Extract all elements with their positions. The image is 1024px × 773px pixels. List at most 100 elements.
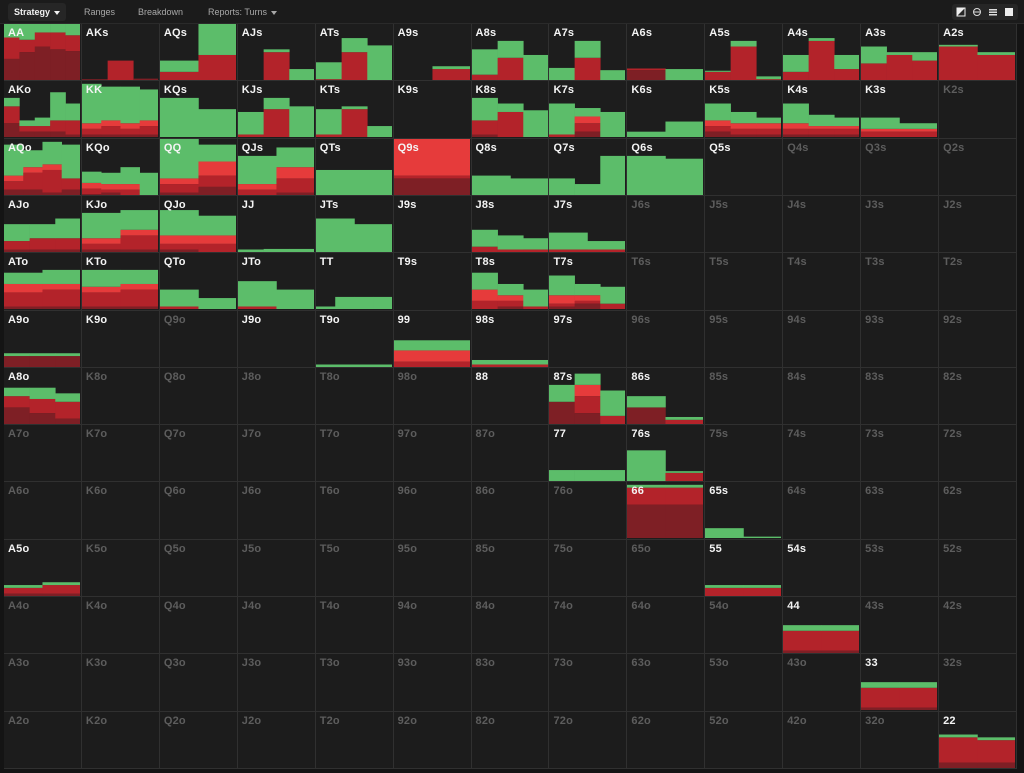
hand-cell-73s[interactable]: 73s xyxy=(861,425,940,483)
hand-cell-85o[interactable]: 85o xyxy=(471,539,550,598)
hand-cell-T6s[interactable]: T6s xyxy=(627,253,706,311)
hand-cell-J7o[interactable]: J7o xyxy=(237,425,316,483)
hand-cell-K3s[interactable]: K3s xyxy=(861,81,940,139)
hand-cell-63o[interactable]: 63o xyxy=(627,654,706,712)
hand-cell-53s[interactable]: 53s xyxy=(861,539,940,598)
hand-cell-J3o[interactable]: J3o xyxy=(237,654,316,712)
hand-cell-KQs[interactable]: KQs xyxy=(159,81,238,139)
hand-cell-93s[interactable]: 93s xyxy=(861,310,940,368)
hand-cell-J6o[interactable]: J6o xyxy=(237,482,316,540)
hand-cell-72s[interactable]: 72s xyxy=(939,425,1017,483)
hand-cell-K9o[interactable]: K9o xyxy=(81,310,160,368)
hand-cell-T7s[interactable]: T7s xyxy=(549,253,628,311)
hand-cell-KJs[interactable]: KJs xyxy=(237,81,316,139)
hand-cell-75s[interactable]: 75s xyxy=(705,425,784,483)
hand-cell-87s[interactable]: 87s xyxy=(549,367,628,426)
hand-cell-54s[interactable]: 54s xyxy=(783,539,862,598)
hand-cell-K7o[interactable]: K7o xyxy=(81,425,160,483)
list-view-icon[interactable] xyxy=(986,5,1000,19)
hand-cell-T5o[interactable]: T5o xyxy=(315,539,394,598)
hand-cell-JTo[interactable]: JTo xyxy=(237,253,316,311)
hand-cell-Q8s[interactable]: Q8s xyxy=(471,138,550,196)
hand-cell-Q5s[interactable]: Q5s xyxy=(705,138,784,196)
tab-strategy[interactable]: Strategy xyxy=(8,3,67,21)
tab-reports[interactable]: Reports: Turns xyxy=(208,0,278,24)
hand-cell-52s[interactable]: 52s xyxy=(939,539,1017,598)
tab-breakdown[interactable]: Breakdown xyxy=(138,0,183,24)
hand-cell-ATo[interactable]: ATo xyxy=(4,253,82,311)
hand-cell-97s[interactable]: 97s xyxy=(549,310,628,368)
hand-cell-92o[interactable]: 92o xyxy=(393,711,472,769)
hand-cell-94o[interactable]: 94o xyxy=(393,597,472,655)
hand-cell-A5o[interactable]: A5o xyxy=(4,539,82,598)
hand-cell-76s[interactable]: 76s xyxy=(627,425,706,483)
hand-cell-K9s[interactable]: K9s xyxy=(393,81,472,139)
hand-cell-77[interactable]: 77 xyxy=(549,425,628,483)
hand-cell-55[interactable]: 55 xyxy=(705,539,784,598)
hand-cell-98s[interactable]: 98s xyxy=(471,310,550,368)
hand-cell-Q2s[interactable]: Q2s xyxy=(939,138,1017,196)
hand-cell-53o[interactable]: 53o xyxy=(705,654,784,712)
hand-cell-84s[interactable]: 84s xyxy=(783,367,862,426)
hand-cell-TT[interactable]: TT xyxy=(315,253,394,311)
hand-cell-Q9o[interactable]: Q9o xyxy=(159,310,238,368)
hand-cell-A3s[interactable]: A3s xyxy=(861,24,940,82)
hand-cell-A6o[interactable]: A6o xyxy=(4,482,82,540)
hand-cell-J8o[interactable]: J8o xyxy=(237,367,316,426)
hand-cell-A9o[interactable]: A9o xyxy=(4,310,82,368)
hand-cell-Q6o[interactable]: Q6o xyxy=(159,482,238,540)
hand-cell-63s[interactable]: 63s xyxy=(861,482,940,540)
hand-cell-J9s[interactable]: J9s xyxy=(393,195,472,254)
hand-cell-Q7o[interactable]: Q7o xyxy=(159,425,238,483)
hand-cell-J5o[interactable]: J5o xyxy=(237,539,316,598)
hand-cell-42o[interactable]: 42o xyxy=(783,711,862,769)
hand-cell-J7s[interactable]: J7s xyxy=(549,195,628,254)
hand-cell-K4s[interactable]: K4s xyxy=(783,81,862,139)
hand-cell-95s[interactable]: 95s xyxy=(705,310,784,368)
hand-cell-K3o[interactable]: K3o xyxy=(81,654,160,712)
hand-cell-AKs[interactable]: AKs xyxy=(81,24,160,82)
hand-cell-QTs[interactable]: QTs xyxy=(315,138,394,196)
hand-cell-A7o[interactable]: A7o xyxy=(4,425,82,483)
hand-cell-QTo[interactable]: QTo xyxy=(159,253,238,311)
hand-cell-66[interactable]: 66 xyxy=(627,482,706,540)
hand-cell-QJo[interactable]: QJo xyxy=(159,195,238,254)
hand-cell-T8o[interactable]: T8o xyxy=(315,367,394,426)
hand-cell-88[interactable]: 88 xyxy=(471,367,550,426)
hand-cell-Q3s[interactable]: Q3s xyxy=(861,138,940,196)
hand-cell-T3o[interactable]: T3o xyxy=(315,654,394,712)
hand-cell-J9o[interactable]: J9o xyxy=(237,310,316,368)
square-view-icon[interactable] xyxy=(1002,5,1016,19)
tab-ranges[interactable]: Ranges xyxy=(84,0,115,24)
hand-cell-99[interactable]: 99 xyxy=(393,310,472,368)
hand-cell-KK[interactable]: KK xyxy=(81,81,160,139)
hand-cell-96o[interactable]: 96o xyxy=(393,482,472,540)
hand-cell-K5s[interactable]: K5s xyxy=(705,81,784,139)
hand-cell-JJ[interactable]: JJ xyxy=(237,195,316,254)
hand-cell-86s[interactable]: 86s xyxy=(627,367,706,426)
hand-cell-K2s[interactable]: K2s xyxy=(939,81,1017,139)
hand-cell-J2s[interactable]: J2s xyxy=(939,195,1017,254)
hand-cell-33[interactable]: 33 xyxy=(861,654,940,712)
hand-cell-52o[interactable]: 52o xyxy=(705,711,784,769)
hand-cell-A8s[interactable]: A8s xyxy=(471,24,550,82)
hand-cell-94s[interactable]: 94s xyxy=(783,310,862,368)
hand-cell-K8o[interactable]: K8o xyxy=(81,367,160,426)
hand-cell-T3s[interactable]: T3s xyxy=(861,253,940,311)
hand-cell-65o[interactable]: 65o xyxy=(627,539,706,598)
hand-cell-Q9s[interactable]: Q9s xyxy=(393,138,472,196)
hand-cell-J6s[interactable]: J6s xyxy=(627,195,706,254)
hand-cell-JTs[interactable]: JTs xyxy=(315,195,394,254)
hand-cell-T6o[interactable]: T6o xyxy=(315,482,394,540)
hand-cell-64s[interactable]: 64s xyxy=(783,482,862,540)
hand-cell-AJo[interactable]: AJo xyxy=(4,195,82,254)
hand-cell-87o[interactable]: 87o xyxy=(471,425,550,483)
hand-cell-J4o[interactable]: J4o xyxy=(237,597,316,655)
hand-cell-KJo[interactable]: KJo xyxy=(81,195,160,254)
hand-cell-96s[interactable]: 96s xyxy=(627,310,706,368)
hand-cell-KTs[interactable]: KTs xyxy=(315,81,394,139)
hand-cell-54o[interactable]: 54o xyxy=(705,597,784,655)
hand-cell-82s[interactable]: 82s xyxy=(939,367,1017,426)
hand-cell-42s[interactable]: 42s xyxy=(939,597,1017,655)
hand-cell-84o[interactable]: 84o xyxy=(471,597,550,655)
